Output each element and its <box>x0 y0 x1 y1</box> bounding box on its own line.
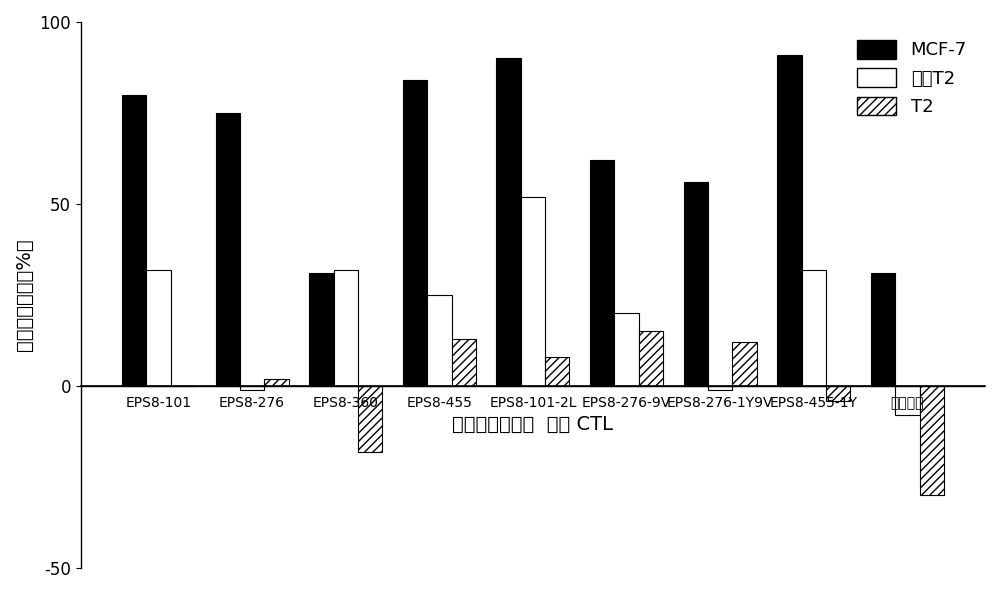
Bar <box>264 379 289 386</box>
Bar <box>826 386 850 400</box>
Bar <box>590 160 614 386</box>
Bar <box>777 55 802 386</box>
Bar <box>216 113 240 386</box>
Bar <box>895 386 920 415</box>
Bar <box>732 342 757 386</box>
Bar <box>920 386 944 495</box>
Bar <box>684 182 708 386</box>
Bar <box>146 270 171 386</box>
Bar <box>358 386 382 451</box>
Bar <box>802 270 826 386</box>
Legend: MCF-7, 荷肽T2, T2: MCF-7, 荷肽T2, T2 <box>848 31 976 125</box>
Bar <box>639 331 663 386</box>
Bar <box>871 273 895 386</box>
Bar <box>708 386 732 390</box>
Bar <box>614 313 639 386</box>
Bar <box>403 80 427 386</box>
Bar <box>240 386 264 390</box>
Y-axis label: 特异性释放率（%）: 特异性释放率（%） <box>15 239 34 351</box>
Bar <box>427 295 452 386</box>
Bar <box>521 197 545 386</box>
Bar <box>545 357 569 386</box>
Bar <box>122 95 146 386</box>
Bar <box>452 339 476 386</box>
Bar <box>496 58 521 386</box>
Bar <box>334 270 358 386</box>
Bar <box>309 273 334 386</box>
X-axis label: 表位肽诱导的特  异性 CTL: 表位肽诱导的特 异性 CTL <box>452 415 613 434</box>
